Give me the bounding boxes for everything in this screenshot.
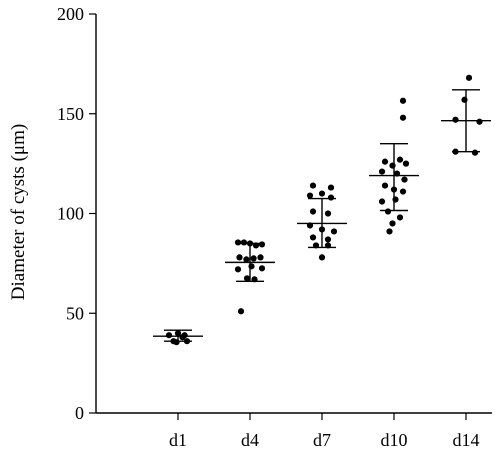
data-point — [309, 208, 317, 215]
data-point — [384, 208, 392, 215]
data-point — [324, 210, 332, 217]
data-point — [452, 116, 459, 123]
mean-and-error-bars — [153, 89, 491, 342]
data-point — [234, 239, 242, 246]
data-point — [381, 182, 389, 189]
data-point — [381, 158, 389, 165]
data-point — [399, 114, 407, 121]
data-point — [181, 332, 188, 339]
error-bar-d7 — [297, 197, 347, 249]
y-tick-label: 150 — [57, 104, 84, 124]
data-point — [399, 188, 407, 195]
data-point — [476, 118, 483, 125]
data-point — [324, 236, 332, 243]
x-tick-label: d4 — [241, 430, 259, 450]
error-bar-d10 — [369, 142, 419, 212]
data-point — [165, 332, 173, 339]
axes — [95, 14, 492, 414]
y-tick-label: 200 — [57, 4, 84, 24]
data-point — [327, 194, 335, 201]
data-points — [165, 74, 483, 346]
x-tick-label: d14 — [453, 430, 480, 450]
data-point — [465, 74, 473, 81]
error-bar-d14 — [441, 89, 491, 153]
data-point — [318, 254, 326, 261]
data-point — [240, 239, 248, 246]
data-point — [237, 308, 245, 315]
data-point — [309, 182, 317, 189]
y-tick-label: 0 — [75, 403, 84, 423]
data-point — [243, 275, 251, 282]
y-tick-label: 100 — [57, 204, 84, 224]
y-axis-label: Diameter of cysts (μm) — [8, 124, 29, 300]
data-point — [389, 220, 396, 227]
data-point — [318, 190, 326, 197]
data-point — [396, 156, 404, 163]
data-point — [257, 254, 264, 261]
data-point — [378, 198, 386, 205]
data-point — [386, 228, 393, 235]
data-point — [234, 266, 242, 273]
data-point — [306, 192, 314, 199]
data-point — [258, 241, 266, 248]
data-point — [402, 160, 410, 167]
data-point — [309, 234, 317, 241]
y-axis-ticks: 0 50 100 150 200 — [57, 4, 96, 423]
x-tick-label: d7 — [313, 430, 331, 450]
error-bar-d1 — [153, 329, 203, 342]
data-point — [330, 228, 338, 235]
data-point — [399, 97, 407, 104]
x-tick-label: d1 — [169, 430, 187, 450]
data-point — [471, 149, 479, 156]
data-point — [236, 254, 243, 261]
data-point — [401, 176, 408, 183]
data-point — [258, 265, 266, 272]
x-tick-label: d10 — [381, 430, 408, 450]
x-axis-ticks: d1 d4 d7 d10 d14 — [169, 413, 480, 450]
error-bar-d4 — [225, 242, 275, 283]
data-point — [378, 168, 386, 175]
data-point — [396, 214, 404, 221]
data-point — [250, 255, 257, 262]
data-point — [327, 184, 335, 191]
y-tick-label: 50 — [66, 303, 84, 323]
data-point — [243, 256, 250, 263]
